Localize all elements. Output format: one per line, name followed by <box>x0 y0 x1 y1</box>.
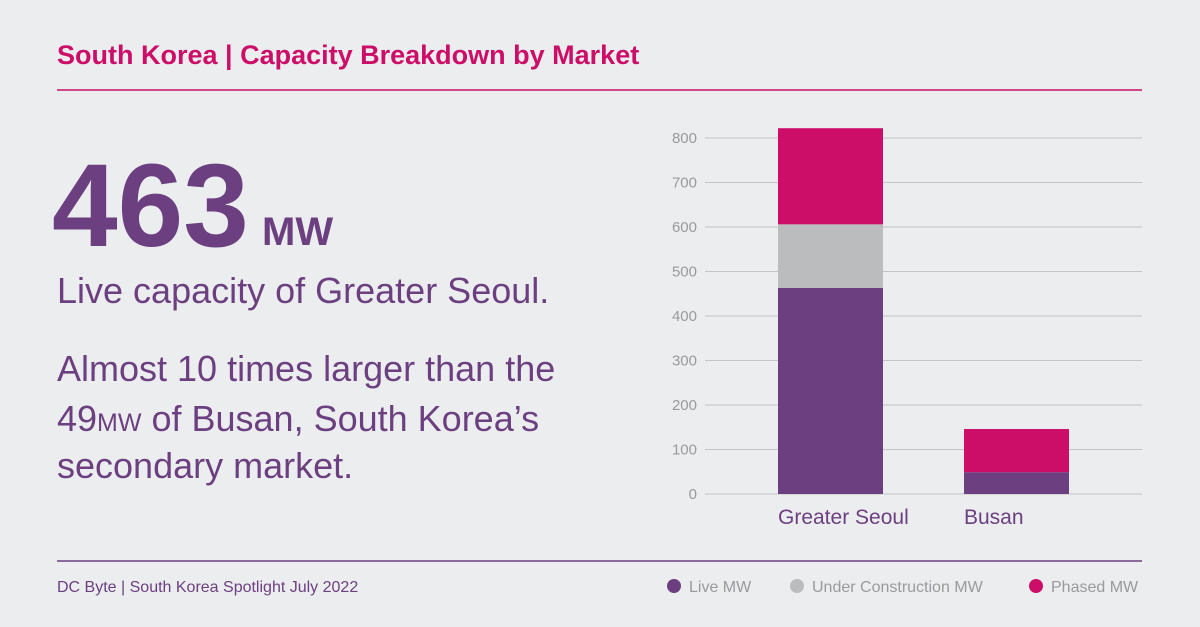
y-tick-label: 0 <box>689 486 697 503</box>
paragraph-line: secondary market. <box>57 445 353 486</box>
bar-segment <box>778 287 883 494</box>
y-tick-label: 600 <box>672 219 697 236</box>
unit: MW <box>97 409 142 437</box>
y-tick-label: 400 <box>672 308 697 325</box>
y-tick-label: 100 <box>672 442 697 459</box>
y-tick-label: 800 <box>672 130 697 147</box>
number: 49 <box>57 398 97 439</box>
legend-label: Under Construction MW <box>812 579 984 596</box>
title: South Korea | Capacity Breakdown by Mark… <box>57 40 639 70</box>
y-tick-label: 500 <box>672 264 697 281</box>
x-tick-label: Busan <box>964 506 1024 529</box>
legend-marker <box>667 579 681 593</box>
y-tick-label: 300 <box>672 353 697 370</box>
headline-number: 463 <box>52 140 249 272</box>
y-tick-label: 200 <box>672 397 697 414</box>
bar-segment <box>778 128 883 225</box>
legend-label: Phased MW <box>1051 579 1139 596</box>
legend-marker <box>790 579 804 593</box>
caption: Live capacity of Greater Seoul. <box>57 270 549 311</box>
headline-unit: MW <box>262 210 333 254</box>
paragraph-line: 49MW of Busan, South Korea’s <box>57 398 539 439</box>
bar-segment <box>778 224 883 288</box>
legend-label: Live MW <box>689 579 752 596</box>
x-tick-label: Greater Seoul <box>778 506 909 529</box>
paragraph-line: Almost 10 times larger than the <box>57 348 555 389</box>
footer: DC Byte | South Korea Spotlight July 202… <box>57 579 358 596</box>
y-tick-label: 700 <box>672 175 697 192</box>
bar-segment <box>964 472 1069 494</box>
bar-segment <box>964 429 1069 473</box>
legend-marker <box>1029 579 1043 593</box>
text: of Busan, South Korea’s <box>141 398 539 439</box>
